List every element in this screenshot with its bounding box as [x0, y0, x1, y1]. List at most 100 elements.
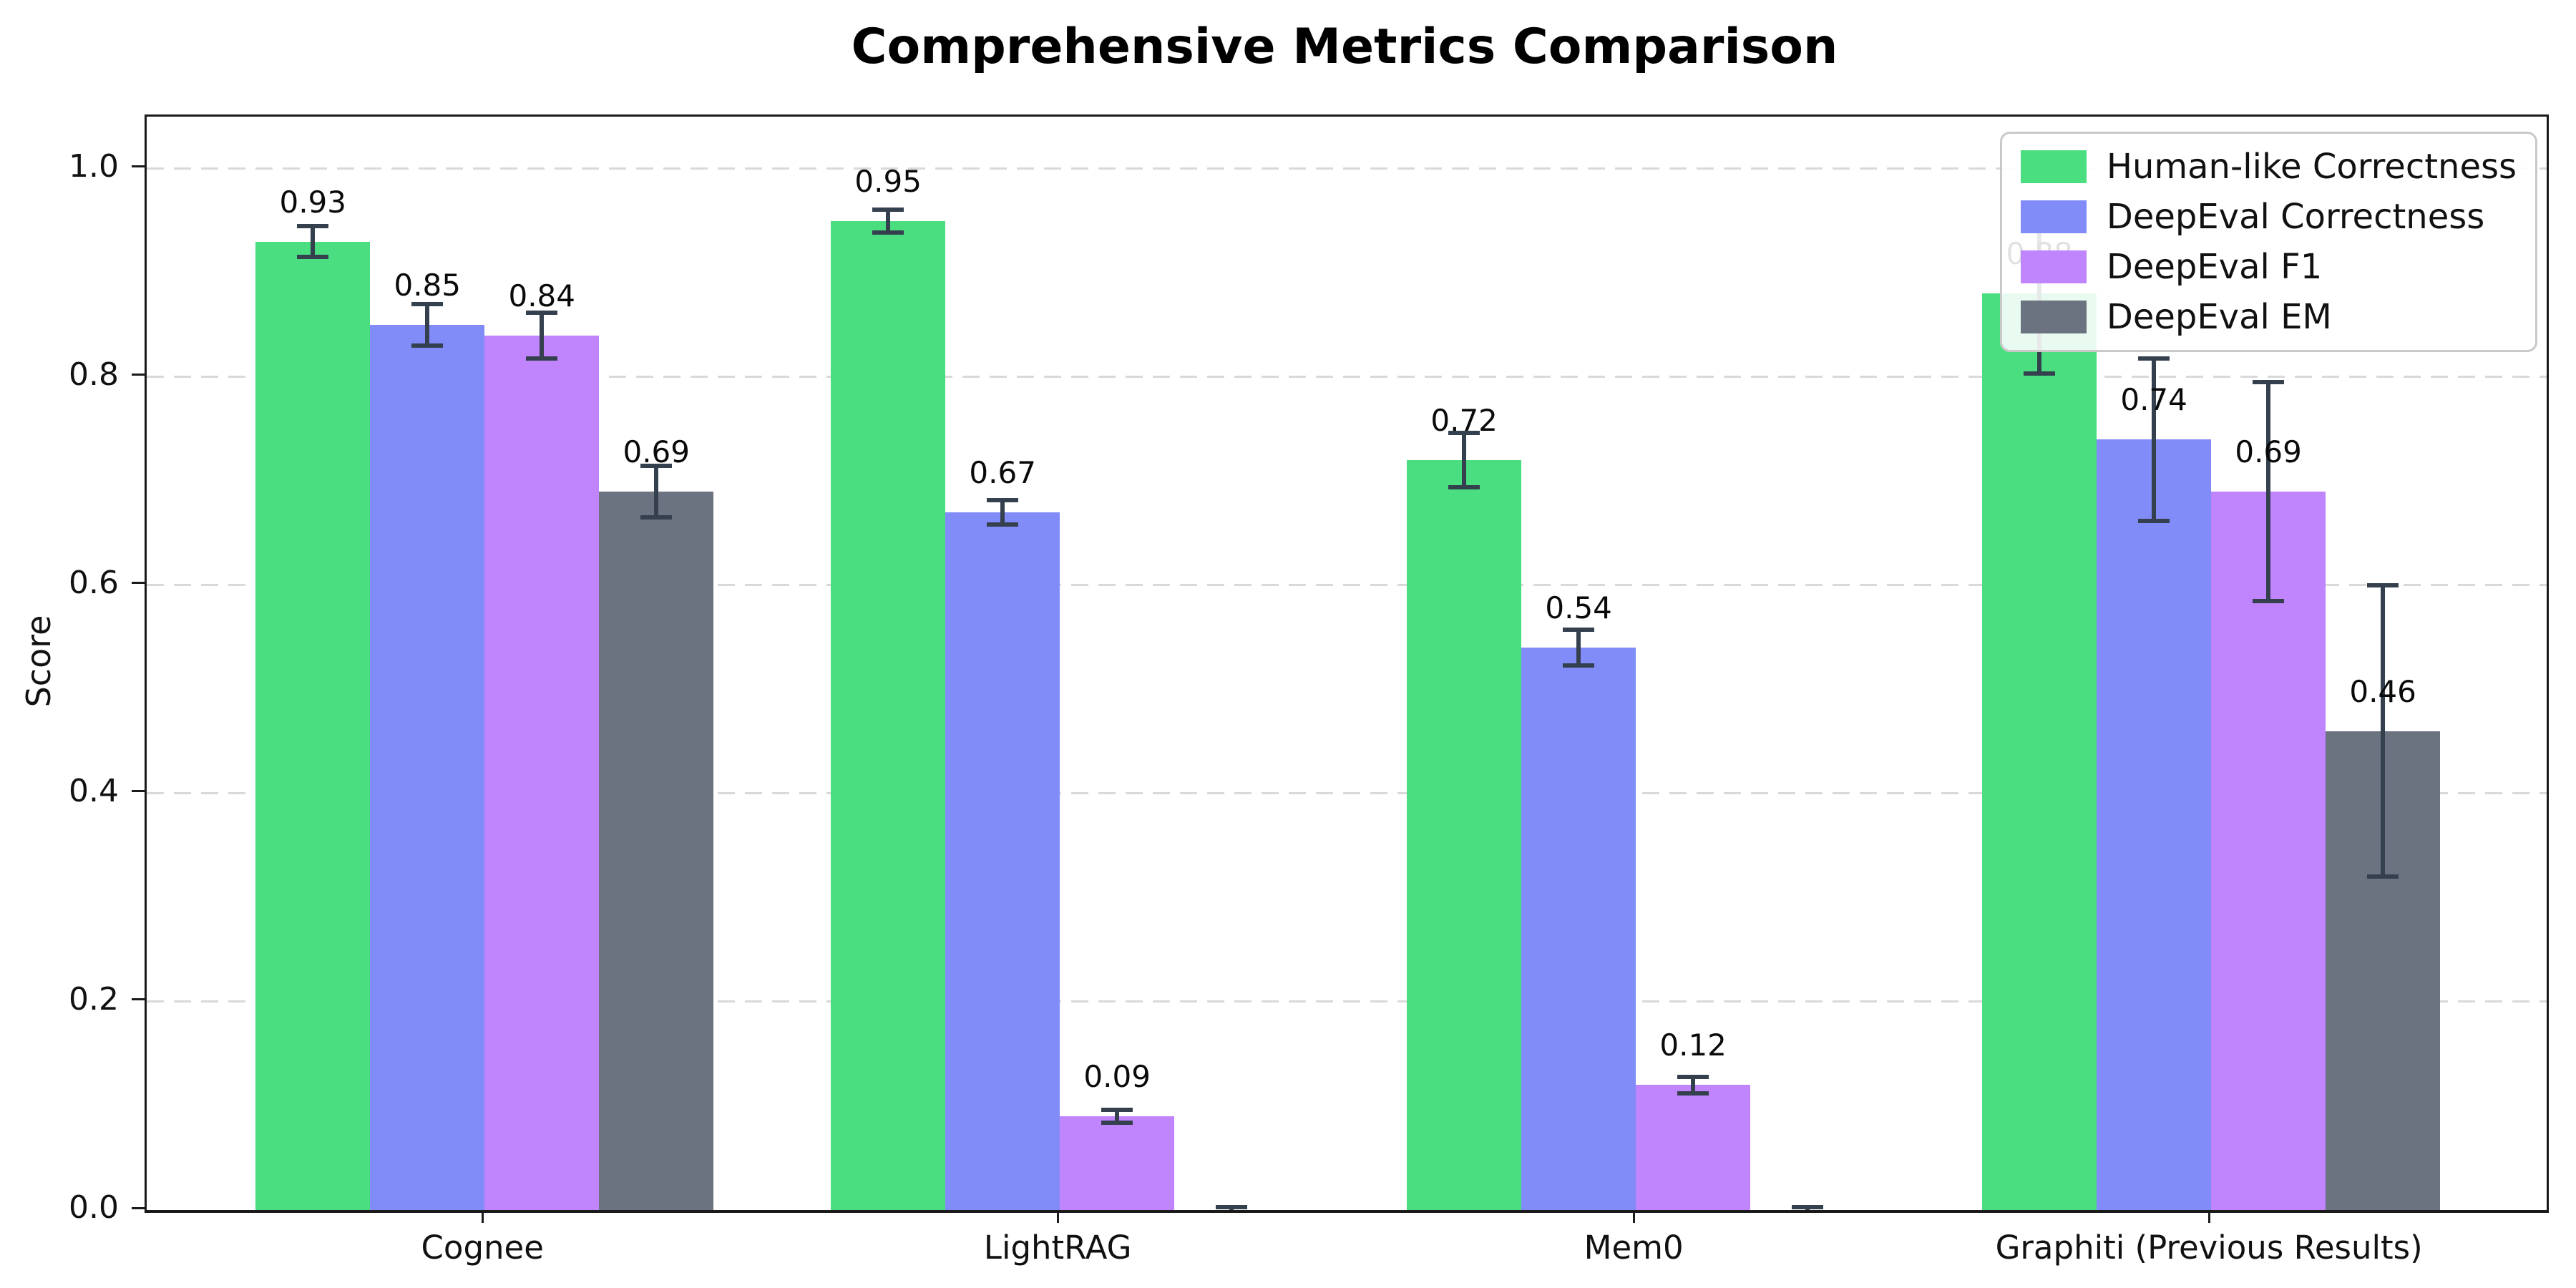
chart-title: Comprehensive Metrics Comparison	[851, 19, 1838, 75]
x-tick	[1056, 1210, 1059, 1223]
error-bar	[1576, 630, 1581, 665]
error-bar	[1691, 1076, 1696, 1093]
bar	[370, 325, 485, 1210]
bar-value-label: 0.74	[2120, 382, 2187, 418]
bar-value-label: 0.67	[969, 454, 1036, 490]
error-bar-cap	[640, 463, 673, 468]
y-tick-label: 0.0	[69, 1189, 119, 1226]
bar	[2097, 439, 2212, 1210]
error-bar-cap	[1563, 628, 1595, 633]
x-tick	[1632, 1210, 1635, 1223]
legend-swatch	[2020, 250, 2087, 283]
gridline	[147, 167, 2547, 170]
bar-value-label: 0.72	[1430, 403, 1498, 439]
y-tick	[132, 165, 145, 168]
error-bar-cap	[1677, 1074, 1709, 1079]
error-bar	[1462, 433, 1467, 488]
error-bar-cap	[2138, 518, 2170, 523]
legend-row: DeepEval Correctness	[2020, 197, 2517, 237]
bar	[1521, 648, 1636, 1210]
error-bar-cap	[872, 207, 904, 212]
x-tick-label: Cognee	[421, 1229, 544, 1267]
bar	[1407, 460, 1522, 1210]
y-tick-label: 0.4	[69, 772, 119, 809]
y-tick-label: 0.2	[69, 980, 119, 1018]
bar-value-label: 0.69	[623, 434, 690, 469]
bar	[1060, 1116, 1175, 1210]
legend: Human-like Correctness DeepEval Correctne…	[1999, 132, 2537, 352]
bar	[1636, 1085, 1751, 1210]
error-bar	[425, 303, 430, 346]
x-tick-label: LightRAG	[983, 1229, 1132, 1267]
x-tick	[2207, 1210, 2210, 1223]
x-tick-label: Mem0	[1584, 1229, 1684, 1267]
error-bar-cap	[297, 223, 329, 228]
bar	[2211, 491, 2326, 1210]
error-bar-cap	[1792, 1204, 1824, 1209]
y-tick	[132, 998, 145, 1001]
gridline	[147, 376, 2547, 379]
error-bar-cap	[987, 497, 1019, 502]
error-bar	[311, 225, 316, 258]
legend-row: DeepEval EM	[2020, 297, 2517, 337]
error-bar	[2152, 358, 2157, 521]
error-bar-cap	[526, 310, 558, 315]
error-bar-cap	[526, 356, 558, 361]
bar-value-label: 0.46	[2349, 673, 2416, 709]
legend-label: DeepEval F1	[2106, 247, 2323, 287]
bar	[1982, 293, 2097, 1210]
legend-swatch	[2020, 150, 2087, 183]
bar	[831, 220, 946, 1210]
error-bar-cap	[1448, 431, 1480, 436]
error-bar-cap	[2253, 598, 2285, 603]
bar	[599, 491, 714, 1210]
bar-value-label: 0.93	[279, 184, 346, 220]
error-bar-cap	[411, 301, 444, 306]
legend-swatch	[2020, 200, 2087, 233]
error-bar-cap	[2367, 874, 2399, 879]
error-bar	[2266, 382, 2271, 601]
error-bar-cap	[1563, 663, 1595, 668]
error-bar-cap	[2138, 356, 2170, 361]
error-bar-cap	[297, 255, 329, 260]
bar-value-label: 0.95	[854, 163, 922, 199]
error-bar	[654, 465, 659, 518]
y-tick	[132, 374, 145, 376]
legend-row: DeepEval F1	[2020, 247, 2517, 287]
error-bar	[1115, 1110, 1120, 1123]
bar-value-label: 0.85	[394, 268, 461, 303]
legend-label: Human-like Correctness	[2106, 147, 2517, 187]
error-bar-cap	[1216, 1204, 1248, 1209]
bar-value-label: 0.84	[508, 278, 575, 313]
bar	[255, 241, 371, 1210]
error-bar-cap	[1792, 1211, 1823, 1213]
error-bar	[886, 209, 891, 233]
error-bar-cap	[640, 515, 673, 520]
bar-value-label: 0.12	[1659, 1028, 1727, 1063]
legend-label: DeepEval EM	[2106, 297, 2332, 337]
bar	[484, 335, 600, 1210]
bar-value-label: 0.54	[1545, 590, 1612, 626]
y-tick	[132, 582, 145, 585]
error-bar-cap	[987, 522, 1019, 527]
y-tick	[132, 790, 145, 793]
error-bar-cap	[1101, 1108, 1133, 1113]
legend-row: Human-like Correctness	[2020, 147, 2517, 187]
error-bar-cap	[1216, 1211, 1247, 1213]
error-bar-cap	[411, 343, 444, 348]
bar-value-label: 0.69	[2235, 434, 2302, 469]
error-bar-cap	[2367, 582, 2399, 587]
error-bar-cap	[872, 230, 904, 235]
bar	[945, 512, 1060, 1210]
y-tick-label: 1.0	[69, 147, 119, 185]
error-bar-cap	[1677, 1091, 1709, 1096]
legend-swatch	[2020, 301, 2087, 333]
error-bar-cap	[2253, 380, 2285, 385]
bar-value-label: 0.09	[1083, 1059, 1151, 1095]
y-tick-label: 0.6	[69, 564, 119, 601]
y-tick	[132, 1206, 145, 1209]
x-tick	[481, 1210, 484, 1223]
gridline	[147, 584, 2547, 587]
y-tick-label: 0.8	[69, 356, 119, 393]
